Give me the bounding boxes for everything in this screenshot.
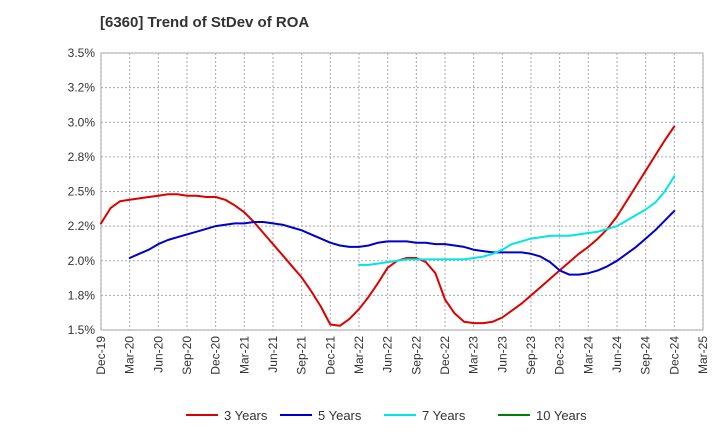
y-tick-label: 2.2% <box>68 219 96 233</box>
legend-label: 5 Years <box>318 408 362 423</box>
x-tick-label: Mar-24 <box>581 336 595 374</box>
x-tick-label: Jun-23 <box>495 336 509 373</box>
y-tick-label: 3.5% <box>68 46 96 60</box>
x-tick-label: Mar-20 <box>123 336 137 374</box>
legend-label: 7 Years <box>422 408 466 423</box>
series-line-3 <box>358 175 676 266</box>
x-tick-label: Sep-22 <box>409 336 423 375</box>
x-tick-label: Dec-19 <box>94 336 108 375</box>
x-tick-label: Jun-24 <box>610 336 624 373</box>
x-tick-label: Jun-21 <box>266 336 280 373</box>
x-axis-ticks: Dec-19 Mar-20 Jun-20 Sep-20 Dec-20 Mar-21 Jun-… <box>94 336 710 375</box>
x-tick-label: Sep-24 <box>639 336 653 375</box>
x-tick-label: Jun-22 <box>381 336 395 373</box>
legend: 3 Years 5 Years 7 Years 10 Years <box>186 408 587 423</box>
y-tick-label: 2.8% <box>68 150 96 164</box>
y-tick-label: 2.5% <box>68 185 96 199</box>
x-tick-label: Dec-20 <box>209 336 223 375</box>
x-tick-label: Mar-25 <box>696 336 710 374</box>
x-tick-label: Dec-23 <box>553 336 567 375</box>
x-tick-label: Dec-22 <box>438 336 452 375</box>
x-tick-label: Dec-24 <box>667 336 681 375</box>
series-lines <box>100 125 676 327</box>
legend-label: 3 Years <box>224 408 268 423</box>
y-tick-label: 1.5% <box>68 323 96 337</box>
chart-title: [6360] Trend of StDev of ROA <box>100 14 310 31</box>
x-tick-label: Sep-21 <box>295 336 309 375</box>
x-tick-label: Jun-20 <box>151 336 165 373</box>
x-tick-label: Sep-20 <box>180 336 194 375</box>
x-tick-label: Dec-21 <box>323 336 337 375</box>
x-tick-label: Sep-23 <box>524 336 538 375</box>
y-axis-ticks: 1.5% 1.8% 2.0% 2.2% 2.5% 2.8% 3.0% 3.2% 3.5% <box>68 46 96 337</box>
series-line-2 <box>128 209 676 276</box>
y-tick-label: 3.2% <box>68 81 96 95</box>
x-tick-label: Mar-21 <box>237 336 251 374</box>
x-tick-label: Mar-22 <box>352 336 366 374</box>
y-tick-label: 2.0% <box>68 254 96 268</box>
series-line-1 <box>100 125 676 327</box>
y-tick-label: 3.0% <box>68 115 96 129</box>
x-tick-label: Mar-23 <box>467 336 481 374</box>
legend-label: 10 Years <box>536 408 587 423</box>
y-tick-label: 1.8% <box>68 288 96 302</box>
